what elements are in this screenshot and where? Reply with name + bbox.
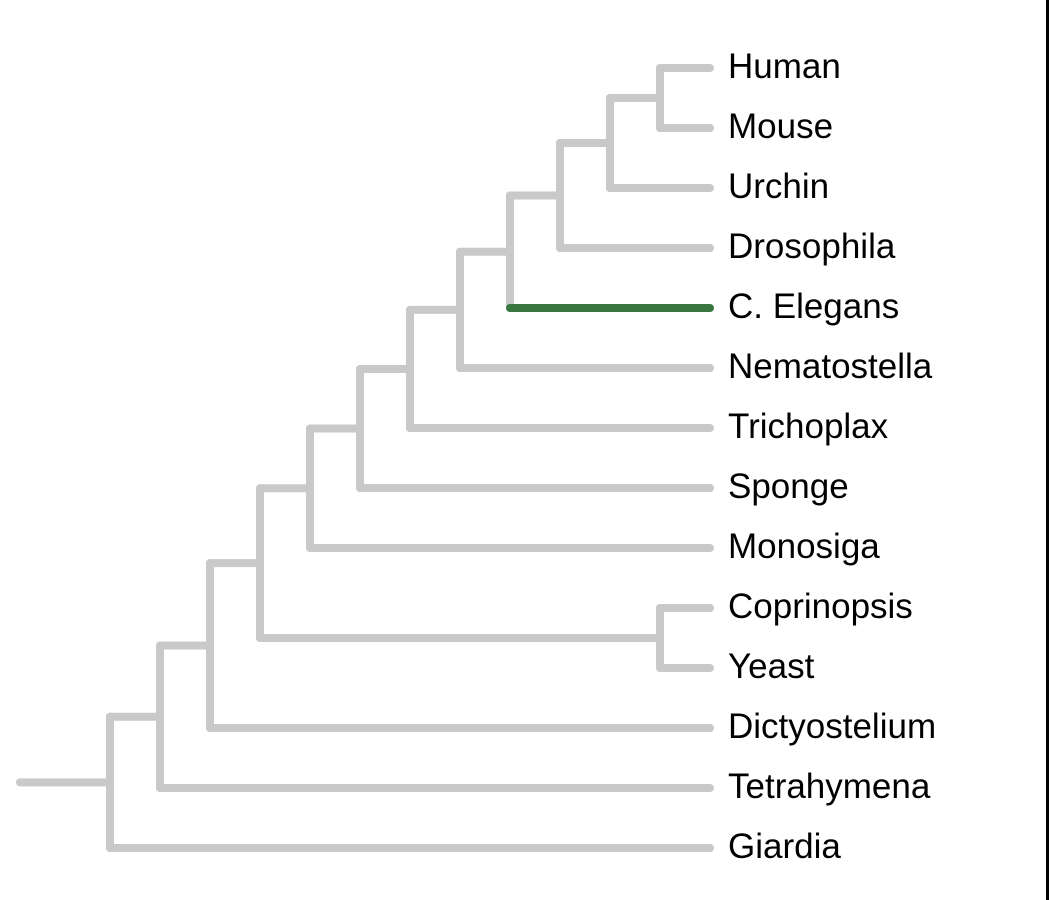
taxon-label: Monosiga	[728, 529, 880, 564]
taxon-label: Trichoplax	[728, 409, 888, 444]
taxon-label: Nematostella	[728, 349, 932, 384]
taxon-label: Coprinopsis	[728, 589, 913, 624]
phylo-tree-svg	[0, 0, 1049, 900]
taxon-label: Mouse	[728, 109, 833, 144]
taxon-label: Tetrahymena	[728, 769, 930, 804]
taxon-label: Drosophila	[728, 229, 895, 264]
taxon-label: Urchin	[728, 169, 829, 204]
taxon-label: C. Elegans	[728, 289, 899, 324]
taxon-label: Human	[728, 49, 841, 84]
phylo-tree-container: Human Mouse Urchin Drosophila C. Elegans Nema…	[0, 0, 1049, 900]
taxon-label: Sponge	[728, 469, 849, 504]
taxon-label: Yeast	[728, 649, 814, 684]
taxon-label: Giardia	[728, 829, 841, 864]
taxon-label: Dictyostelium	[728, 709, 936, 744]
